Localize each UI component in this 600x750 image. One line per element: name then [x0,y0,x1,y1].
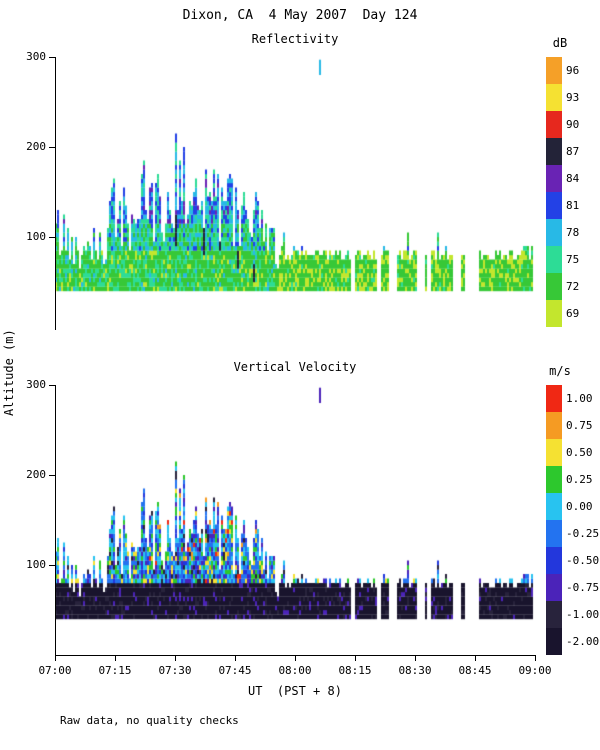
colorbar-label: -0.75 [566,580,600,594]
colorbar-label: 69 [566,306,580,320]
colorbar-label: 90 [566,117,580,131]
colorbar-label: 72 [566,279,580,293]
colorbar-label: 0.50 [566,445,593,459]
colorbar-label: -0.25 [566,526,600,540]
colorbar-segment [546,219,562,246]
x-tick-mark [355,655,356,661]
colorbar-label: 0.25 [566,472,593,486]
colorbar-segment [546,493,562,520]
x-tick-label: 08:30 [398,664,432,677]
y-tick-label: 100 [26,230,46,243]
velocity-heatmap-canvas [55,385,535,655]
y-tick-mark [49,237,55,238]
colorbar-segment [546,192,562,219]
x-tick-mark [175,655,176,661]
y-axis-title: Altitude (m) [2,329,16,417]
colorbar-label: 0.75 [566,418,593,432]
velocity-panel-title: Vertical Velocity [233,360,357,374]
y-tick-label: 200 [26,140,46,153]
x-tick-mark [535,655,536,661]
x-tick-mark [235,655,236,661]
colorbar-label: -1.00 [566,607,600,621]
colorbar-segment [546,273,562,300]
y-tick-mark [49,57,55,58]
colorbar-label: 81 [566,198,580,212]
y-tick-mark [49,147,55,148]
page-title: Dixon, CA 4 May 2007 Day 124 [182,8,418,23]
colorbar-segment [546,628,562,655]
colorbar-segment [546,385,562,412]
colorbar-label: 78 [566,225,580,239]
colorbar-segment [546,57,562,84]
velocity-colorbar-unit: m/s [549,364,571,378]
x-tick-mark [115,655,116,661]
y-tick-mark [49,385,55,386]
y-tick-label: 200 [26,468,46,481]
colorbar-segment [546,574,562,601]
colorbar-label: 1.00 [566,391,593,405]
y-tick-label: 100 [26,558,46,571]
colorbar-segment [546,412,562,439]
velocity-colorbar [546,385,562,655]
colorbar-label: -2.00 [566,634,600,648]
reflectivity-colorbar-unit: dB [552,36,568,50]
y-tick-label: 300 [26,378,46,391]
colorbar-segment [546,601,562,628]
reflectivity-heatmap-canvas [55,57,535,327]
x-tick-label: 07:15 [98,664,132,677]
colorbar-segment [546,138,562,165]
x-tick-mark [475,655,476,661]
colorbar-segment [546,547,562,574]
colorbar-segment [546,111,562,138]
reflectivity-y-axis-line [55,57,56,330]
colorbar-segment [546,165,562,192]
x-tick-label: 07:45 [218,664,252,677]
x-tick-label: 08:15 [338,664,372,677]
x-tick-mark [55,655,56,661]
x-tick-label: 08:00 [278,664,312,677]
y-tick-mark [49,475,55,476]
colorbar-label: 84 [566,171,580,185]
x-tick-label: 07:30 [158,664,192,677]
x-tick-mark [295,655,296,661]
x-tick-mark [415,655,416,661]
reflectivity-panel-title: Reflectivity [251,32,339,46]
colorbar-segment [546,84,562,111]
colorbar-segment [546,520,562,547]
x-tick-label: 09:00 [518,664,552,677]
colorbar-segment [546,439,562,466]
colorbar-segment [546,466,562,493]
x-tick-label: 07:00 [38,664,72,677]
y-tick-label: 300 [26,50,46,63]
colorbar-label: 96 [566,63,580,77]
x-axis-title: UT (PST + 8) [248,684,342,698]
reflectivity-colorbar [546,57,562,327]
y-tick-mark [49,565,55,566]
colorbar-label: 93 [566,90,580,104]
velocity-y-axis-line [55,385,56,656]
colorbar-label: 75 [566,252,580,266]
x-tick-label: 08:45 [458,664,492,677]
colorbar-label: 87 [566,144,580,158]
colorbar-label: -0.50 [566,553,600,567]
footer-note: Raw data, no quality checks [60,714,239,727]
colorbar-segment [546,246,562,273]
colorbar-label: 0.00 [566,499,593,513]
colorbar-segment [546,300,562,327]
